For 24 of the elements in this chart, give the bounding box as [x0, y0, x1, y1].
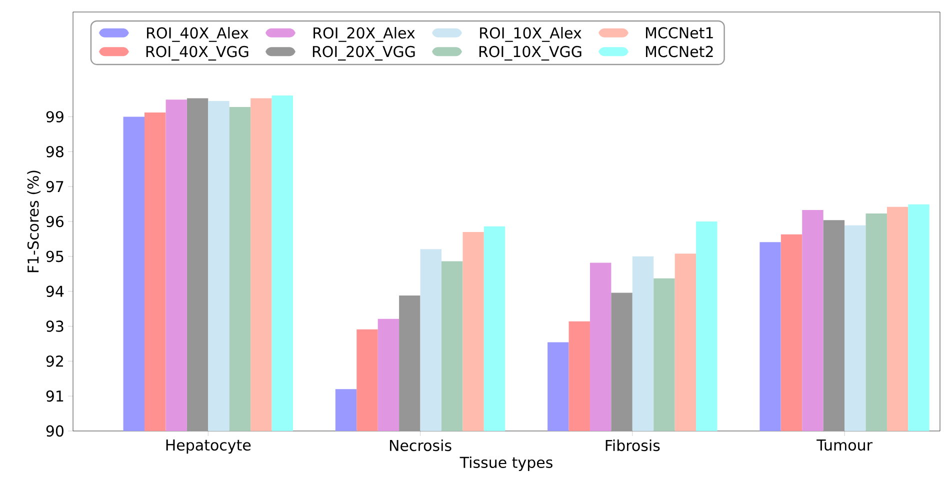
y-tick-label: 97 [46, 180, 64, 192]
legend-label: ROI_20X_Alex [314, 26, 415, 42]
legend-label: ROI_20X_VGG [312, 46, 415, 61]
y-tick-label: 91 [46, 390, 64, 402]
x-tick-label: Necrosis [390, 440, 452, 452]
y-tick-label: 96 [46, 216, 64, 228]
legend-label: MCCNet1 [646, 27, 713, 38]
y-tick-label: 95 [46, 250, 64, 262]
legend-label: ROI_40X_Alex [147, 26, 248, 42]
legend-label: ROI_10X_VGG [479, 46, 582, 61]
y-axis-title: F1-Scores (%) [27, 170, 41, 272]
x-axis-title: Tissue types [460, 456, 552, 471]
y-tick-label: 90 [46, 425, 64, 437]
legend-label: ROI_10X_Alex [480, 26, 582, 42]
y-tick-label: 99 [46, 111, 64, 122]
legend-label: MCCNet2 [646, 46, 713, 58]
x-tick-label: Tumour [816, 440, 872, 451]
y-tick-label: 93 [46, 320, 64, 332]
y-tick-label: 92 [46, 355, 63, 367]
y-tick-label: 94 [46, 286, 64, 297]
y-tick-label: 98 [46, 146, 64, 158]
legend-label: ROI_40X_VGG [146, 46, 248, 61]
x-tick-label: Hepatocyte [166, 440, 251, 454]
x-tick-label: Fibrosis [606, 440, 660, 452]
